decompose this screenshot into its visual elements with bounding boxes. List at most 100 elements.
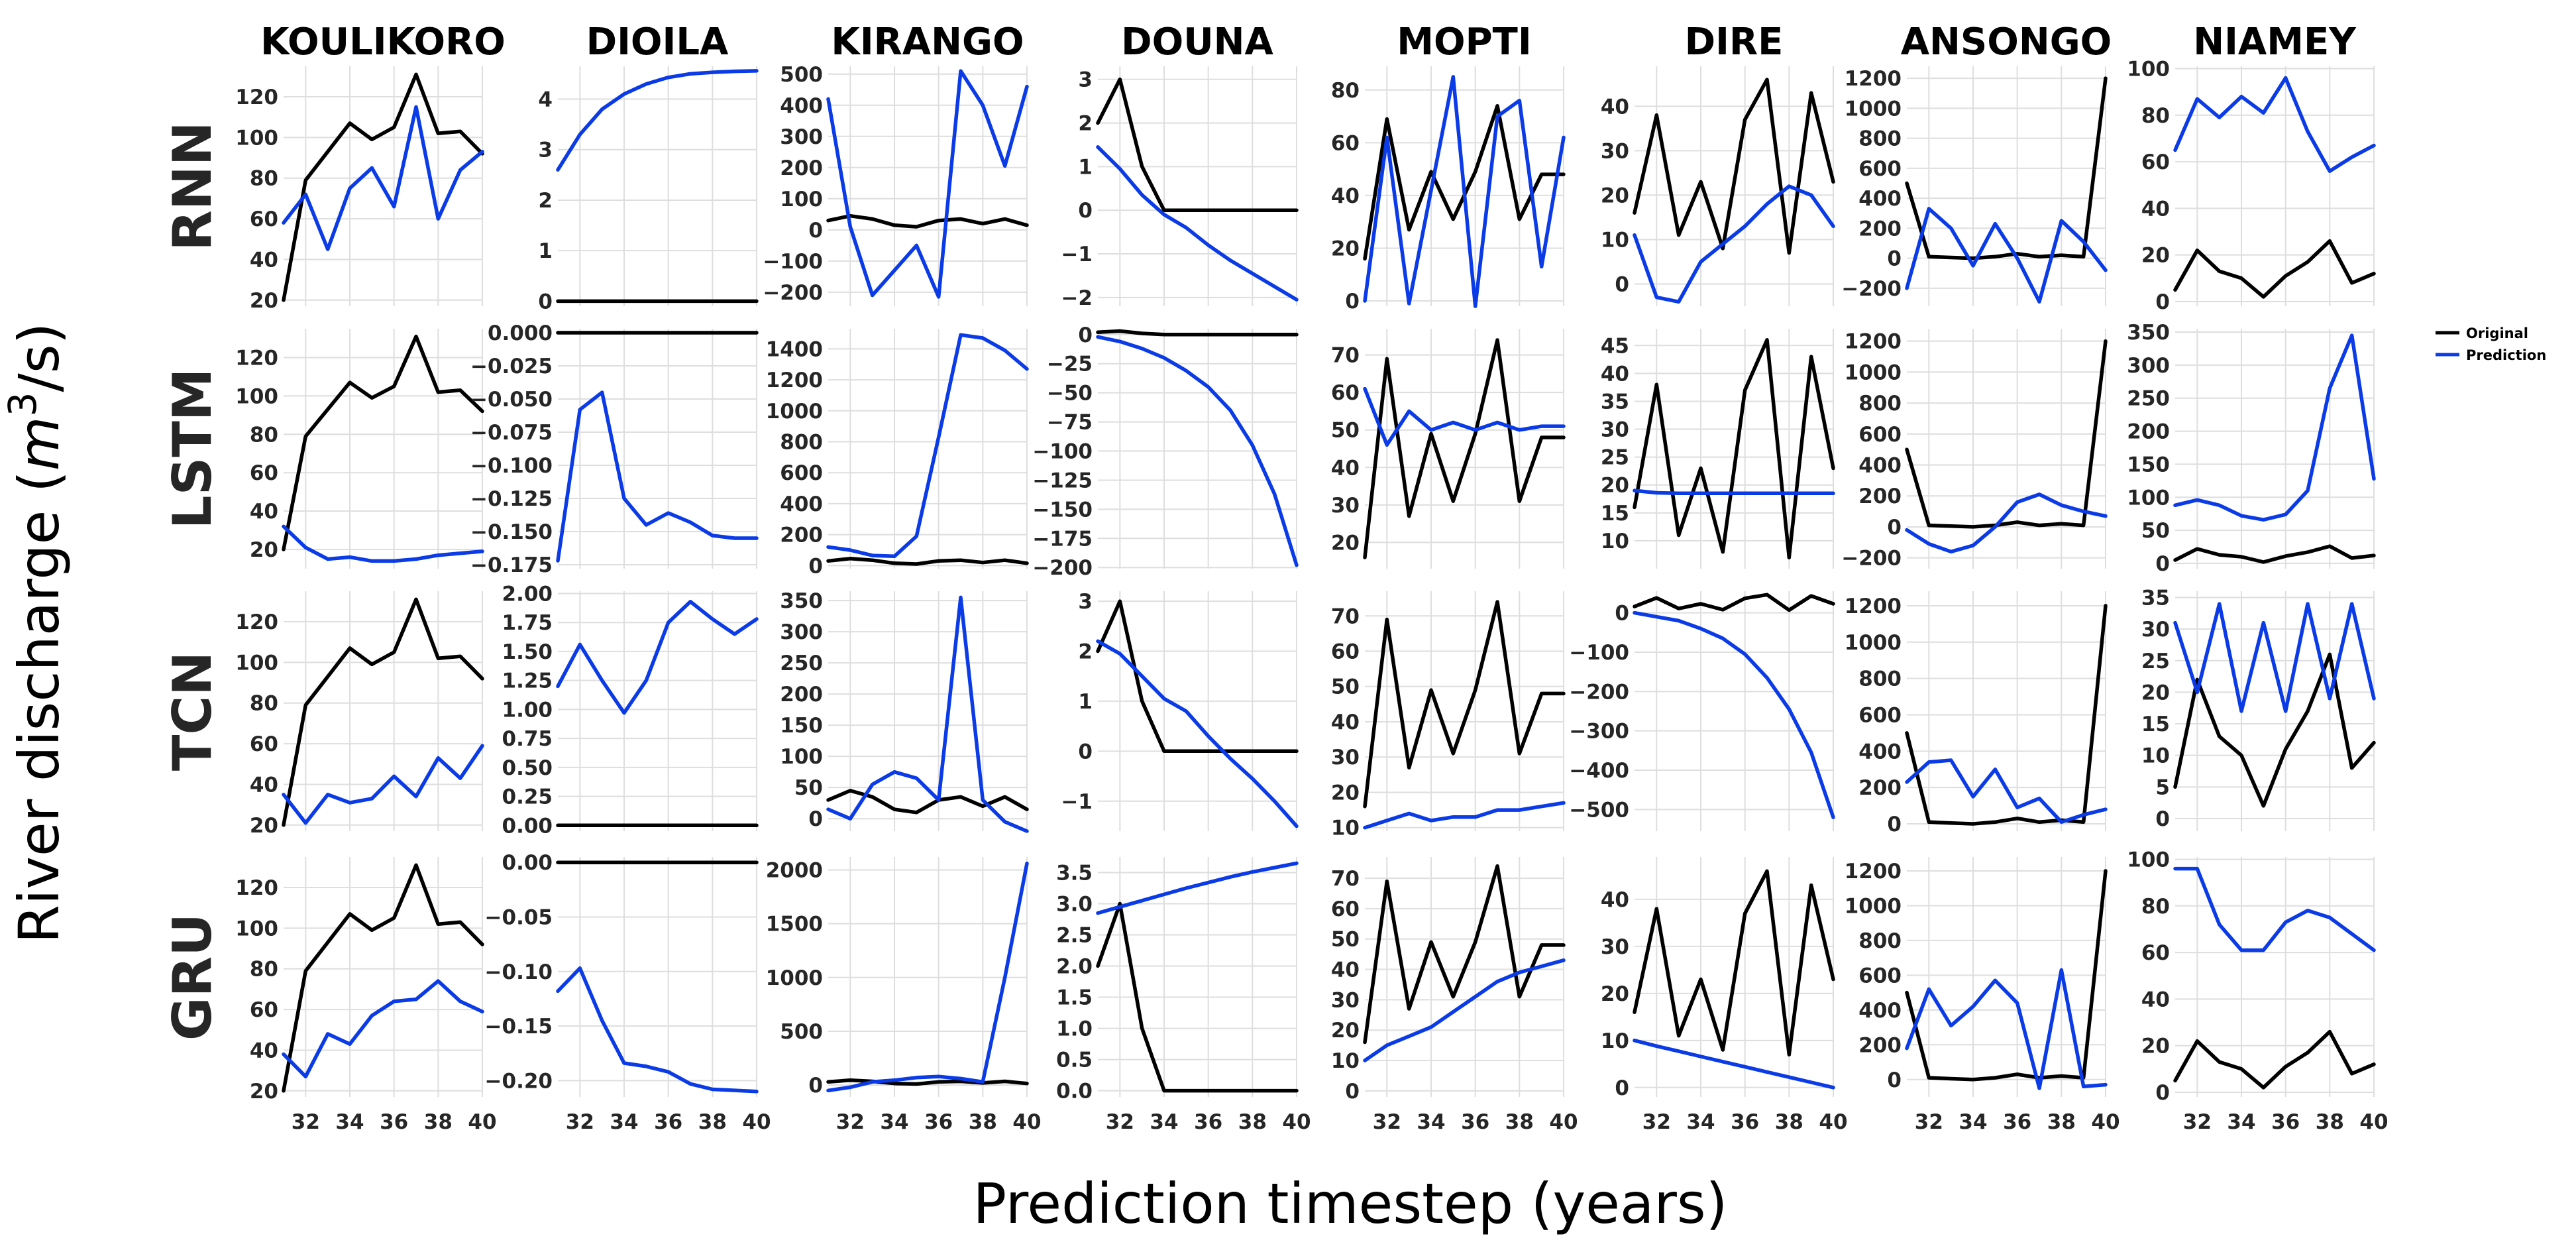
y-tick-label: 200 (780, 156, 823, 180)
y-tick-label: 500 (780, 1020, 823, 1044)
y-tick-label: 250 (780, 652, 823, 675)
legend: Original Prediction (2436, 325, 2546, 363)
x-tick-label: 38 (1238, 1110, 1267, 1134)
series-prediction-line (282, 744, 484, 825)
y-tick-label: −100 (763, 250, 823, 274)
y-tick-label: 5 (2155, 775, 2170, 799)
y-tick-label: 2.5 (1056, 924, 1093, 948)
panel-gru-mopti: 0 10 20 30 40 50 60 70 32 34 36 38 40 (1331, 857, 1578, 1134)
y-tick-label: 300 (780, 125, 823, 149)
y-tick-label: 1.0 (1056, 1017, 1093, 1041)
y-tick-label: −1 (1061, 790, 1093, 814)
x-tick-label: 36 (2271, 1110, 2300, 1134)
y-tick-label: 200 (1858, 217, 1902, 241)
y-tick-label: 10 (2141, 744, 2170, 768)
panel-rnn-dioila: 0 1 2 3 4 (538, 66, 759, 314)
series-prediction-line (556, 966, 759, 1094)
series-prediction-line (1363, 801, 1566, 830)
x-tick-label: 32 (566, 1110, 594, 1134)
y-tick-label: 0.5 (1056, 1049, 1093, 1072)
y-tick-label: 150 (2127, 453, 2170, 477)
x-tick-label: 36 (380, 1110, 408, 1134)
y-tick-label: 20 (250, 538, 278, 562)
y-tick-label: 200 (1858, 485, 1902, 508)
y-tick-label: −300 (1569, 720, 1629, 744)
y-tick-label: 80 (2141, 104, 2170, 128)
column-title-niamey: NIAMEY (2193, 21, 2357, 64)
y-tick-label: 20 (1601, 184, 1629, 207)
y-tick-label: 50 (1331, 675, 1360, 699)
y-tick-label: 200 (780, 683, 823, 707)
y-tick-label: −200 (1569, 680, 1629, 704)
y-tick-label: −500 (1569, 798, 1629, 822)
y-tick-label: 100 (2127, 486, 2170, 510)
y-tick-label: 0 (1078, 199, 1093, 223)
y-tick-label: 200 (1858, 1033, 1902, 1057)
y-tick-label: 20 (250, 1080, 278, 1104)
series-original-line (1096, 599, 1299, 754)
y-tick-label: −0.150 (470, 520, 553, 544)
y-tick-label: 40 (1601, 362, 1629, 386)
series-prediction-line (1905, 207, 2108, 304)
x-tick-label: 36 (924, 1110, 953, 1134)
y-tick-label: 1 (1078, 690, 1093, 714)
y-tick-label: 1200 (766, 369, 823, 392)
x-tick-label: 36 (1461, 1110, 1489, 1134)
y-tick-label: 0.50 (502, 756, 553, 780)
y-tick-label: 40 (1331, 184, 1360, 208)
y-tick-label: 35 (1601, 390, 1629, 414)
y-tick-label: 0.000 (488, 321, 553, 345)
x-tick-label: 38 (969, 1110, 997, 1134)
x-tick-label: 38 (1775, 1110, 1803, 1134)
y-tick-label: 2 (538, 189, 553, 213)
series-prediction-line (1905, 968, 2108, 1090)
series-original-line (1363, 338, 1566, 559)
y-tick-label: 200 (2127, 420, 2170, 444)
legend-label-prediction: Prediction (2466, 347, 2546, 363)
series-prediction-line (1905, 758, 2108, 825)
y-tick-label: 30 (1331, 746, 1360, 770)
y-tick-label: 250 (2127, 387, 2170, 411)
y-tick-label: 20 (1601, 982, 1629, 1006)
series-original-line (1363, 864, 1566, 1045)
y-tick-label: 40 (2141, 197, 2170, 221)
y-tick-label: 100 (2127, 58, 2170, 82)
y-tick-label: −125 (1032, 469, 1093, 492)
y-tick-label: −150 (1032, 498, 1093, 522)
x-tick-label: 40 (1012, 1110, 1041, 1134)
y-tick-label: 0.00 (502, 851, 553, 875)
y-tick-label: 1000 (766, 966, 823, 990)
column-title-koulikoro: KOULIKORO (260, 21, 506, 64)
series-prediction-line (1363, 386, 1566, 447)
y-tick-label: −200 (1841, 277, 1902, 301)
y-axis-label: River discharge (m3/s) (0, 323, 72, 944)
y-tick-label: 1000 (1845, 97, 1902, 121)
series-original-line (282, 863, 484, 1093)
panel-lstm-ansongo: −200 0 200 400 600 800 1000 1200 (1841, 329, 2108, 571)
y-tick-label: −0.025 (470, 355, 553, 378)
y-tick-label: 60 (1331, 131, 1360, 155)
y-tick-label: 60 (2141, 941, 2170, 965)
series-prediction-line (282, 979, 484, 1079)
y-tick-label: 0.0 (1056, 1080, 1093, 1104)
y-tick-label: 100 (780, 745, 823, 769)
panel-tcn-mopti: 10 20 30 40 50 60 70 (1331, 591, 1566, 840)
series-original-line (2173, 652, 2376, 808)
x-tick-label: 38 (2047, 1110, 2076, 1134)
y-tick-label: 800 (1858, 667, 1902, 691)
y-tick-label: 120 (235, 876, 278, 900)
x-tick-label: 32 (836, 1110, 865, 1134)
y-tick-label: 0 (2155, 807, 2170, 831)
y-tick-label: 3 (1078, 68, 1093, 92)
y-tick-label: 200 (1858, 776, 1902, 800)
column-titles: KOULIKORO DIOILA KIRANGO DOUNA MOPTI DIRE ANSO… (260, 21, 2357, 64)
y-tick-label: 20 (250, 289, 278, 313)
y-tick-label: 120 (235, 86, 278, 109)
panel-rnn-douna: −2 −1 0 1 2 3 (1061, 66, 1299, 310)
series-original-line (1905, 604, 2108, 826)
x-tick-label: 36 (1731, 1110, 1759, 1134)
y-axis-label-suffix: /s) (7, 323, 72, 392)
y-tick-label: 0 (2155, 290, 2170, 314)
y-tick-label: 600 (780, 461, 823, 485)
y-tick-label: 1200 (1845, 67, 1902, 91)
